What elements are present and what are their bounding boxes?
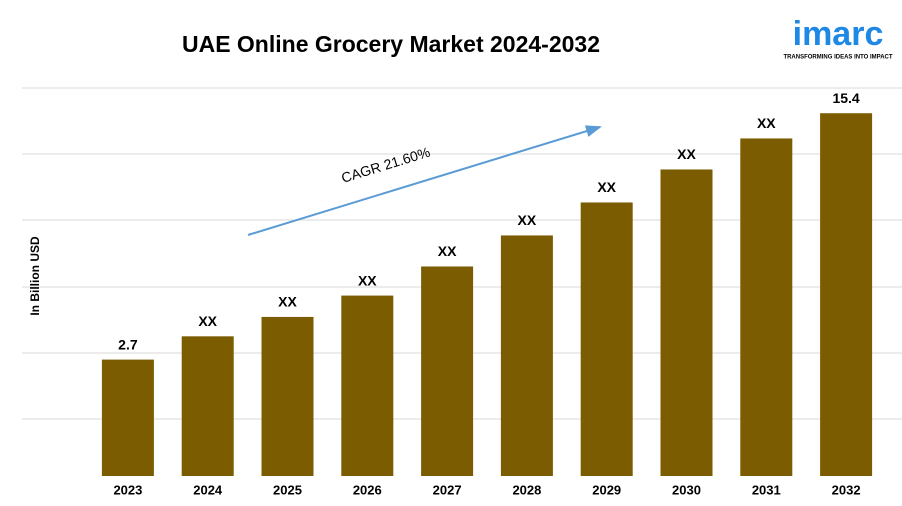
x-tick-label: 2030 — [672, 482, 701, 497]
data-label: XX — [198, 313, 217, 329]
bar — [820, 113, 873, 476]
x-tick-label: 2026 — [353, 482, 382, 497]
bar — [341, 295, 394, 476]
x-tick-label: 2023 — [113, 482, 142, 497]
bar — [181, 336, 234, 476]
x-tick-label: 2027 — [433, 482, 462, 497]
bar — [740, 138, 793, 476]
data-label: 15.4 — [832, 90, 859, 106]
bar — [500, 235, 553, 476]
data-label: XX — [518, 212, 537, 228]
bar — [261, 316, 314, 476]
cagr-label: CAGR 21.60% — [339, 144, 431, 186]
data-label: XX — [358, 272, 377, 288]
data-label: 2.7 — [118, 336, 138, 352]
x-tick-label: 2029 — [592, 482, 621, 497]
logo-tagline: TRANSFORMING IDEAS INTO IMPACT — [783, 55, 892, 61]
chart-title: UAE Online Grocery Market 2024-2032 — [182, 31, 600, 57]
x-tick-label: 2031 — [752, 482, 781, 497]
data-label: XX — [597, 179, 616, 195]
bar — [421, 266, 474, 476]
data-label: XX — [278, 294, 297, 310]
data-label: XX — [677, 146, 696, 162]
bar — [580, 202, 633, 476]
logo-name: imarc — [793, 15, 884, 53]
data-label: XX — [438, 243, 457, 259]
y-axis-label: In Billion USD — [28, 236, 42, 316]
x-tick-label: 2025 — [273, 482, 302, 497]
bar — [660, 169, 713, 477]
x-tick-label: 2032 — [832, 482, 861, 497]
bar — [101, 359, 154, 476]
data-label: XX — [757, 115, 776, 131]
x-tick-label: 2028 — [512, 482, 541, 497]
cagr-arrow — [247, 125, 602, 236]
x-tick-label: 2024 — [193, 482, 223, 497]
